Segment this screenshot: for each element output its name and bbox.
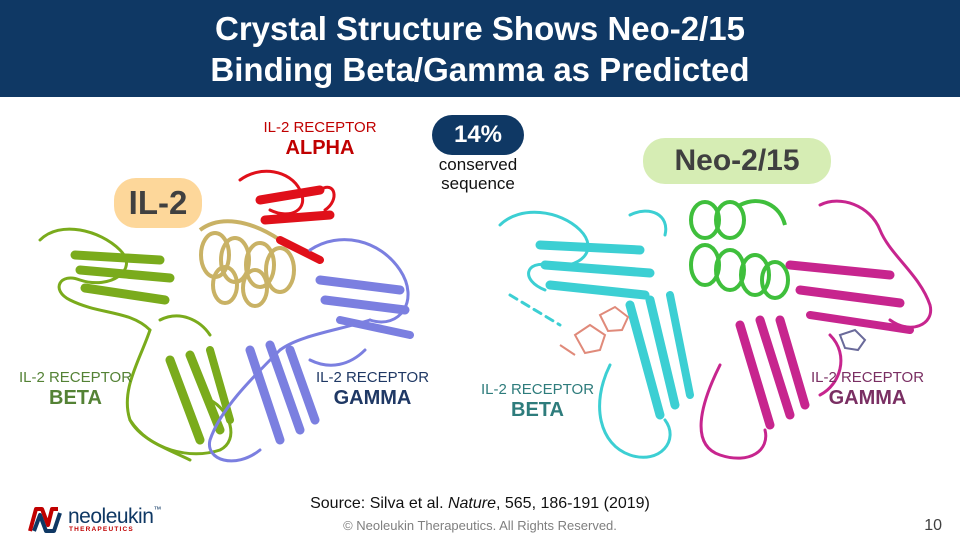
source-prefix: Source: Silva et al.	[310, 495, 448, 512]
label-gamma-left-big: GAMMA	[333, 386, 412, 409]
source-suffix: , 565, 186-191 (2019)	[495, 495, 650, 512]
il2-receptor-gamma-ribbon	[208, 238, 414, 463]
caption-line-1: conserved	[438, 155, 518, 174]
label-neo-receptor-beta: IL-2 RECEPTOR BETA	[470, 381, 605, 421]
neo215-pill: Neo-2/15	[643, 138, 831, 184]
neo215-helix-bundle	[689, 199, 790, 300]
label-il2-receptor-alpha: IL-2 RECEPTOR ALPHA	[245, 119, 395, 159]
il2-helix-bundle	[198, 219, 296, 308]
label-beta-left-big: BETA	[49, 386, 102, 409]
neo215-receptor-beta-ribbon	[498, 209, 694, 459]
slide-title: Crystal Structure Shows Neo-2/15 Binding…	[0, 8, 960, 90]
logo-wordmark-text: neoleukin	[68, 505, 154, 528]
logo-subtitle: THERAPEUTICS	[69, 526, 134, 533]
logo-wordmark: neoleukin™	[68, 505, 161, 529]
label-gamma-left-small: IL-2 RECEPTOR	[315, 369, 430, 386]
neo215-receptor-gamma-ribbon	[699, 199, 933, 460]
copyright-notice: © Neoleukin Therapeutics. All Rights Res…	[343, 518, 617, 533]
il2-receptor-alpha-ribbon	[238, 169, 336, 264]
slide-title-line-2: Binding Beta/Gamma as Predicted	[210, 51, 750, 88]
label-neo-receptor-gamma: IL-2 RECEPTOR GAMMA	[800, 369, 935, 409]
neoleukin-logo-icon	[28, 507, 62, 533]
neoleukin-logo: neoleukin™ THERAPEUTICS	[28, 505, 178, 533]
logo-trademark: ™	[153, 505, 161, 514]
label-il2-receptor-alpha-small: IL-2 RECEPTOR	[263, 119, 377, 136]
label-il2-receptor-alpha-big: ALPHA	[285, 136, 355, 159]
il2-pill: IL-2	[114, 178, 202, 228]
conserved-sequence-caption: conserved sequence	[418, 155, 538, 193]
il2-receptor-beta-ribbon	[38, 227, 234, 462]
source-citation: Source: Silva et al. Nature, 565, 186-19…	[0, 495, 960, 513]
label-gamma-right-big: GAMMA	[828, 386, 907, 409]
caption-line-2: sequence	[441, 173, 515, 193]
source-journal: Nature	[447, 495, 496, 512]
label-beta-left-small: IL-2 RECEPTOR	[18, 369, 133, 386]
neo215-ligand-sticks	[838, 328, 867, 352]
page-number: 10	[924, 517, 942, 534]
label-il2-receptor-beta-left: IL-2 RECEPTOR BETA	[8, 369, 143, 409]
neo215-glycan-sticks	[559, 305, 630, 356]
label-beta-right-big: BETA	[511, 398, 564, 421]
label-beta-right-small: IL-2 RECEPTOR	[480, 381, 595, 398]
label-il2-receptor-gamma-left: IL-2 RECEPTOR GAMMA	[305, 369, 440, 409]
label-gamma-right-small: IL-2 RECEPTOR	[810, 369, 925, 386]
neo215-complex-structure	[498, 199, 933, 460]
slide-title-line-1: Crystal Structure Shows Neo-2/15	[215, 10, 745, 47]
title-banner: Crystal Structure Shows Neo-2/15 Binding…	[0, 0, 960, 97]
il2-complex-structure	[38, 169, 414, 463]
percent-conserved-pill: 14%	[432, 115, 524, 155]
